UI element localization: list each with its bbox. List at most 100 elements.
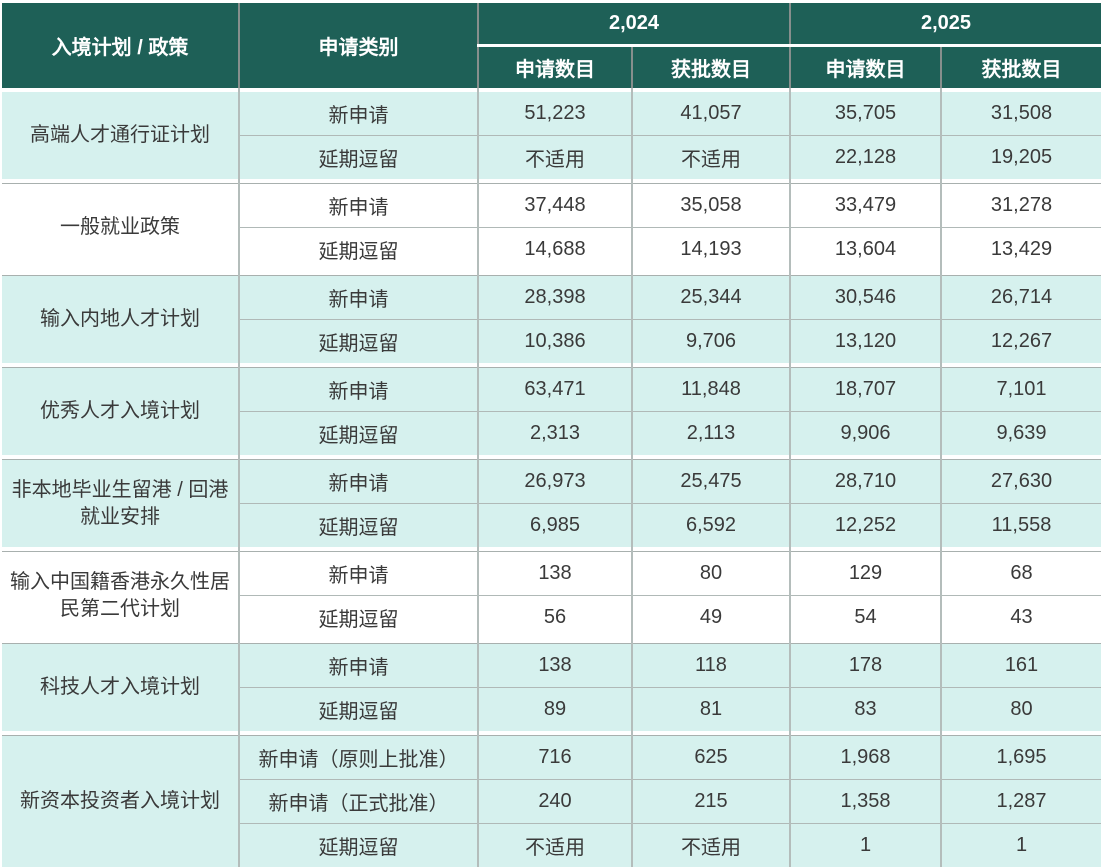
separator-cell (940, 731, 1101, 736)
table-row: 延期逗留 不适用 不适用 1 1 (2, 823, 1101, 867)
separator-cell (2, 455, 240, 460)
scheme-name-cell: 输入中国籍香港永久性居民第二代计划 (2, 551, 240, 639)
category-cell: 延期逗留 (239, 135, 479, 179)
value-cell: 27,630 (940, 459, 1101, 504)
value-cell: 2,313 (477, 411, 633, 455)
group-separator (2, 271, 1101, 276)
scheme-group: 非本地毕业生留港 / 回港就业安排 新申请 26,973 25,475 28,710 27… (2, 459, 1101, 547)
scheme-name-cell: 一般就业政策 (2, 183, 240, 271)
value-cell: 1 (789, 823, 942, 867)
separator-cell (789, 363, 942, 368)
value-cell: 43 (940, 595, 1101, 639)
separator-cell (2, 363, 240, 368)
separator-row (2, 88, 1101, 92)
value-cell: 6,985 (477, 503, 633, 547)
value-cell: 240 (477, 779, 633, 824)
separator-cell (238, 455, 479, 460)
value-cell: 41,057 (631, 92, 791, 136)
header-cell-2025-applications: 申请数目 (789, 44, 942, 88)
value-cell: 51,223 (477, 92, 633, 136)
category-cell: 延期逗留 (239, 411, 479, 455)
separator-cell (789, 731, 942, 736)
category-cell: 新申请 (238, 367, 479, 412)
value-cell: 26,714 (940, 275, 1101, 320)
value-cell: 63,471 (477, 367, 633, 412)
separator-cell (477, 271, 633, 276)
value-cell: 178 (789, 643, 942, 688)
value-cell: 1,358 (789, 779, 942, 824)
value-cell: 129 (789, 551, 942, 596)
separator-cell (238, 88, 479, 92)
value-cell: 625 (631, 735, 791, 780)
separator-cell (2, 547, 240, 552)
value-cell: 18,707 (789, 367, 942, 412)
scheme-name-cell: 高端人才通行证计划 (2, 92, 240, 179)
value-cell: 不适用 (477, 135, 633, 179)
scheme-name-cell: 优秀人才入境计划 (2, 367, 240, 455)
separator-cell (940, 547, 1101, 552)
value-cell: 68 (940, 551, 1101, 596)
scheme-name-cell: 科技人才入境计划 (2, 643, 240, 731)
table-row: 延期逗留 56 49 54 43 (2, 595, 1101, 639)
value-cell: 13,429 (940, 227, 1101, 271)
value-cell: 81 (631, 687, 791, 731)
separator-cell (238, 363, 479, 368)
scheme-name-cell: 非本地毕业生留港 / 回港就业安排 (2, 459, 240, 547)
separator-cell (2, 88, 240, 92)
header-cell-year-2025: 2,025 (789, 3, 1101, 46)
table-row: 一般就业政策 新申请 37,448 35,058 33,479 31,278 (2, 183, 1101, 271)
value-cell: 25,475 (631, 459, 791, 504)
separator-cell (238, 271, 479, 276)
separator-row (2, 547, 1101, 552)
separator-cell (789, 88, 942, 92)
table-row: 延期逗留 14,688 14,193 13,604 13,429 (2, 227, 1101, 271)
category-cell: 新申请 (238, 459, 479, 504)
table-row: 延期逗留 89 81 83 80 (2, 687, 1101, 731)
separator-cell (477, 88, 633, 92)
table-row: 延期逗留 10,386 9,706 13,120 12,267 (2, 319, 1101, 363)
value-cell: 1 (940, 823, 1101, 867)
category-cell: 延期逗留 (239, 227, 479, 271)
value-cell: 1,287 (940, 779, 1101, 824)
separator-cell (477, 639, 633, 644)
value-cell: 6,592 (631, 503, 791, 547)
separator-cell (477, 179, 633, 184)
value-cell: 12,267 (940, 319, 1101, 363)
table-row: 延期逗留 不适用 不适用 22,128 19,205 (2, 135, 1101, 179)
separator-cell (631, 639, 791, 644)
value-cell: 不适用 (631, 135, 791, 179)
value-cell: 1,968 (789, 735, 942, 780)
category-cell: 延期逗留 (239, 595, 479, 639)
category-cell: 新申请 (238, 183, 479, 228)
value-cell: 28,398 (477, 275, 633, 320)
value-cell: 138 (477, 551, 633, 596)
table-row: 延期逗留 6,985 6,592 12,252 11,558 (2, 503, 1101, 547)
value-cell: 161 (940, 643, 1101, 688)
value-cell: 13,604 (789, 227, 942, 271)
separator-cell (940, 363, 1101, 368)
separator-cell (477, 455, 633, 460)
group-separator (2, 731, 1101, 736)
scheme-group: 高端人才通行证计划 新申请 51,223 41,057 35,705 31,508 延期逗留… (2, 92, 1101, 179)
separator-cell (940, 88, 1101, 92)
value-cell: 11,848 (631, 367, 791, 412)
value-cell: 1,695 (940, 735, 1101, 780)
separator-cell (631, 455, 791, 460)
value-cell: 22,128 (789, 135, 942, 179)
category-cell: 延期逗留 (239, 823, 479, 867)
value-cell: 9,706 (631, 319, 791, 363)
value-cell: 14,688 (477, 227, 633, 271)
group-separator (2, 547, 1101, 552)
separator-cell (2, 639, 240, 644)
value-cell: 10,386 (477, 319, 633, 363)
value-cell: 31,278 (940, 183, 1101, 228)
table-row: 新资本投资者入境计划 新申请（原则上批准） 716 625 1,968 1,695 (2, 735, 1101, 867)
separator-cell (631, 547, 791, 552)
scheme-group: 输入内地人才计划 新申请 28,398 25,344 30,546 26,714 延期逗留 1… (2, 275, 1101, 363)
value-cell: 11,558 (940, 503, 1101, 547)
separator-row (2, 455, 1101, 460)
table-row: 科技人才入境计划 新申请 138 118 178 161 (2, 643, 1101, 731)
table-row: 非本地毕业生留港 / 回港就业安排 新申请 26,973 25,475 28,710 27… (2, 459, 1101, 547)
scheme-group: 新资本投资者入境计划 新申请（原则上批准） 716 625 1,968 1,695 新申请（… (2, 735, 1101, 867)
